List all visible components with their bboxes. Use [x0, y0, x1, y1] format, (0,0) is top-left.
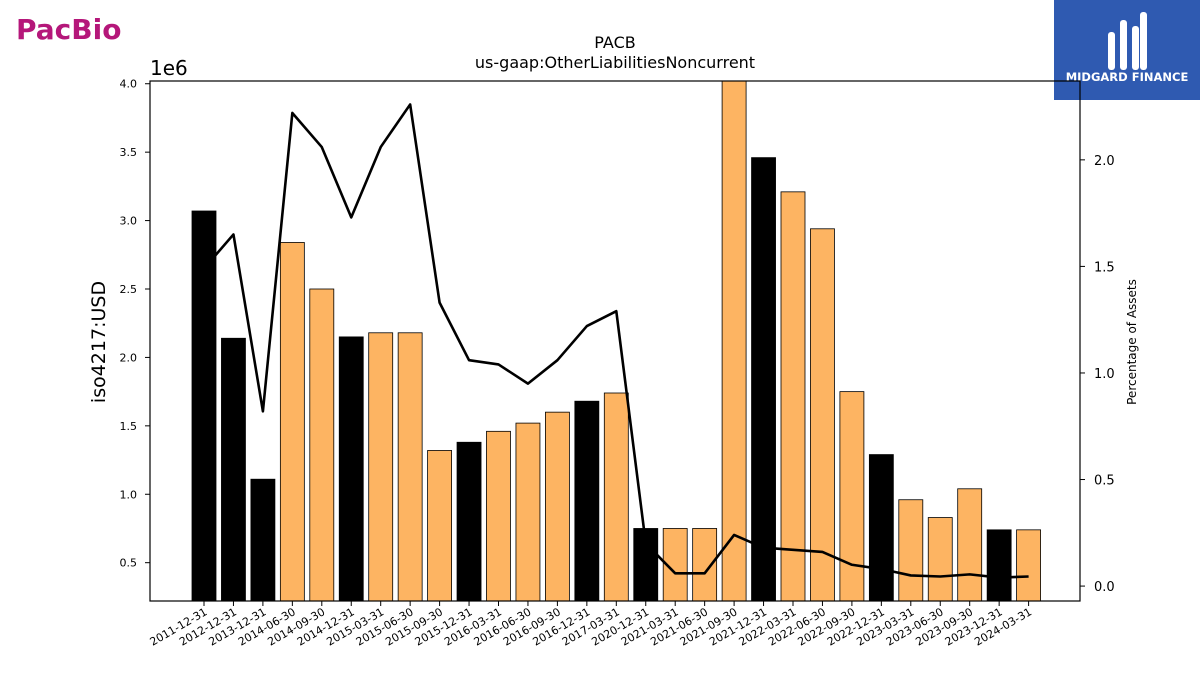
bar-2023-09-30 — [957, 488, 983, 602]
bar-2011-12-31 — [191, 210, 217, 602]
bar-2021-09-30 — [721, 80, 747, 602]
pacbio-logo-text: PacBio — [16, 13, 121, 46]
y2-tick-label: 1.5 — [1094, 260, 1115, 275]
y-tick-label: 2.0 — [120, 351, 138, 364]
midgard-logo-icon — [1108, 12, 1147, 70]
y-tick-label: 1.0 — [120, 488, 138, 501]
bar-2015-06-30 — [397, 332, 423, 602]
y2-axis-label: Percentage of Assets — [1125, 279, 1139, 405]
y-tick-label: 1.5 — [120, 420, 138, 433]
bar-2015-12-31 — [456, 441, 482, 602]
bar-2014-06-30 — [279, 242, 305, 602]
bar-2022-06-30 — [810, 228, 835, 602]
y2-tick-label: 1.0 — [1094, 367, 1115, 382]
bar-2021-12-31 — [751, 157, 776, 602]
bar-2024-03-31 — [1016, 529, 1041, 602]
bar-2022-12-31 — [868, 454, 894, 602]
bar-2023-03-31 — [898, 499, 924, 602]
bars-group — [191, 80, 1041, 602]
bar-2016-09-30 — [545, 411, 570, 602]
bar-2012-12-31 — [221, 337, 246, 602]
y-tick-label: 0.5 — [120, 557, 138, 570]
y2-tick-label: 2.0 — [1094, 154, 1115, 169]
bar-2015-09-30 — [427, 450, 453, 602]
bar-2021-06-30 — [692, 528, 718, 602]
y-tick-label: 3.5 — [120, 146, 138, 159]
midgard-logo-text: MIDGARD FINANCE — [1066, 70, 1189, 84]
y-axis-label: iso4217:USD — [88, 281, 110, 403]
chart-title: PACB — [594, 33, 635, 52]
plot-frame — [149, 80, 1081, 602]
percentage-line-group — [203, 103, 1029, 579]
percentage-of-assets-line — [203, 103, 1029, 579]
pacbio-logo: PacBio — [16, 13, 121, 46]
bar-2016-12-31 — [574, 400, 600, 602]
y-tick-label: 3.0 — [120, 215, 138, 228]
bar-2014-09-30 — [309, 288, 335, 602]
bar-2022-09-30 — [839, 391, 865, 602]
bar-2016-06-30 — [515, 422, 541, 602]
bar-2017-03-31 — [603, 392, 629, 602]
bar-2016-03-31 — [486, 430, 511, 602]
y-tick-label: 4.0 — [120, 78, 138, 91]
bar-2022-03-31 — [780, 191, 806, 602]
y-tick-label: 2.5 — [120, 283, 138, 296]
bar-2014-12-31 — [338, 336, 364, 602]
midgard-finance-logo: MIDGARD FINANCE — [1054, 0, 1200, 100]
y2-tick-label: 0.5 — [1094, 474, 1115, 489]
chart-subtitle: us-gaap:OtherLiabilitiesNoncurrent — [475, 53, 755, 72]
bar-2013-12-31 — [250, 478, 276, 602]
y2-tick-label: 0.0 — [1094, 580, 1115, 595]
bar-2015-03-31 — [368, 332, 394, 602]
y-axis-multiplier: 1e6 — [150, 56, 188, 80]
bar-2023-06-30 — [927, 517, 953, 602]
bar-2023-12-31 — [986, 529, 1012, 602]
